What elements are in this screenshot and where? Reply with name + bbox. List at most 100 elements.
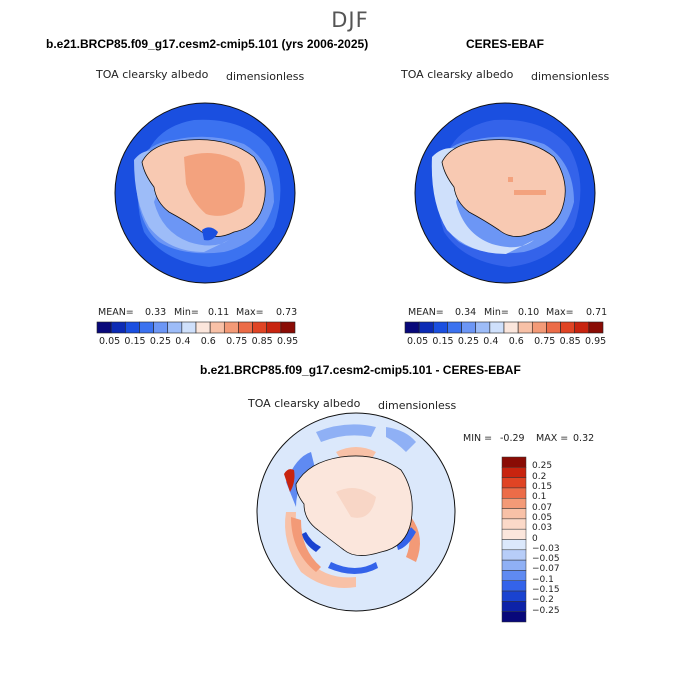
panel-1-colorbar	[96, 321, 296, 334]
diff-colorbar-segment	[501, 601, 527, 612]
panel-2-min-value: 0.10	[518, 307, 540, 318]
panel-1-colorbar-segment	[124, 321, 140, 334]
diff-colorbar-label: 0	[532, 533, 538, 544]
panel-2-colorbar-segment	[404, 321, 420, 334]
diff-min-label: MIN =	[463, 433, 493, 444]
panel-1-colorbar-label: 0.75	[226, 336, 248, 347]
panel-1-colorbar-segment	[195, 321, 211, 334]
diff-colorbar-label: −0.15	[532, 585, 560, 596]
diff-colorbar-label: 0.2	[532, 471, 547, 482]
season-title: DJF	[331, 8, 369, 32]
diff-colorbar-label: −0.03	[532, 543, 560, 554]
diff-colorbar-segment	[501, 456, 527, 468]
panel-1-colorbar-segment	[96, 321, 112, 334]
panel-1-polar-map	[114, 102, 296, 284]
panel-1-colorbar-label: 0.85	[251, 336, 273, 347]
diff-colorbar-label: 0.1	[532, 492, 547, 503]
diff-min-value: -0.29	[500, 433, 525, 444]
panel-1-colorbar-segment	[153, 321, 169, 334]
diff-panel-title: b.e21.BRCP85.f09_g17.cesm2-cmip5.101 - C…	[200, 363, 521, 377]
diff-colorbar-segment	[501, 590, 527, 602]
panel-1-max-label: Max=	[236, 307, 264, 318]
panel-1-variable-label: TOA clearsky albedo	[96, 68, 209, 81]
panel-1-colorbar-segment	[266, 321, 282, 334]
panel-1-min-label: Min=	[174, 307, 199, 318]
panel-2-colorbar-label: 0.4	[483, 336, 499, 347]
panel-2-variable-label: TOA clearsky albedo	[401, 68, 514, 81]
panel-2-units-label: dimensionless	[531, 70, 610, 83]
panel-1-colorbar-label: 0.95	[277, 336, 299, 347]
panel-2-polar-map	[414, 102, 596, 284]
panel-2-max-value: 0.71	[586, 307, 608, 318]
panel-1-colorbar-label: 0.25	[149, 336, 171, 347]
panel-2-colorbar-label: 0.05	[407, 336, 429, 347]
panel-1-colorbar-segment	[223, 321, 239, 334]
panel-2-colorbar-label: 0.95	[585, 336, 607, 347]
diff-variable-label: TOA clearsky albedo	[248, 397, 361, 410]
panel-1-colorbar-label: 0.4	[175, 336, 191, 347]
panel-1-colorbar-segment	[209, 321, 225, 334]
panel-2-colorbar-segment	[432, 321, 448, 334]
panel-2-colorbar-segment	[574, 321, 590, 334]
panel-2-max-label: Max=	[546, 307, 574, 318]
diff-colorbar-segment	[501, 477, 527, 489]
panel-2-colorbar-segment	[475, 321, 491, 334]
panel-2-colorbar-segment	[447, 321, 462, 334]
panel-2-mean-label: MEAN=	[408, 307, 444, 318]
diff-colorbar-segment	[501, 539, 527, 551]
diff-colorbar-segment	[501, 498, 527, 509]
panel-2-colorbar-segment	[503, 321, 519, 334]
diff-colorbar-label: −0.25	[532, 605, 560, 616]
panel-1-colorbar-segment	[252, 321, 268, 334]
diff-colorbar-label: 0.15	[532, 481, 553, 492]
panel-1-mean-value: 0.33	[145, 307, 167, 318]
panel-2-colorbar-segment	[418, 321, 434, 334]
panel-1-colorbar-segment	[139, 321, 154, 334]
diff-colorbar	[501, 456, 527, 623]
panel-2-min-label: Min=	[484, 307, 509, 318]
diff-colorbar-segment	[501, 570, 527, 581]
diff-polar-map	[256, 412, 456, 612]
diff-colorbar-segment	[501, 528, 527, 540]
diff-colorbar-segment	[501, 559, 527, 571]
panel-1-min-value: 0.11	[208, 307, 230, 318]
diff-colorbar-label: −0.2	[532, 595, 554, 606]
diff-max-value: 0.32	[573, 433, 595, 444]
diff-colorbar-label: −0.07	[532, 564, 560, 575]
panel-2-colorbar-segment	[531, 321, 547, 334]
panel-2-colorbar-segment	[461, 321, 477, 334]
panel-1-colorbar-label: 0.15	[124, 336, 146, 347]
diff-colorbar-segment	[501, 508, 527, 520]
diff-colorbar-segment	[501, 549, 527, 561]
panel-1-max-value: 0.73	[276, 307, 298, 318]
panel-1-colorbar-segment	[280, 321, 296, 334]
diff-max-label: MAX =	[536, 433, 569, 444]
panel-2-colorbar	[404, 321, 604, 334]
diff-colorbar-label: 0.05	[532, 512, 553, 523]
panel-1-colorbar-segment	[110, 321, 126, 334]
panel-1-colorbar-segment	[238, 321, 253, 334]
diff-units-label: dimensionless	[378, 399, 457, 412]
diff-colorbar-segment	[501, 580, 527, 592]
panel-1-colorbar-segment	[167, 321, 183, 334]
panel-2-colorbar-segment	[489, 321, 505, 334]
panel-2-colorbar-segment	[560, 321, 576, 334]
diff-colorbar-segment	[501, 467, 527, 478]
panel-1-colorbar-label: 0.6	[200, 336, 216, 347]
panel-2-colorbar-label: 0.15	[432, 336, 454, 347]
panel-1-units-label: dimensionless	[226, 70, 305, 83]
diff-colorbar-segment	[501, 518, 527, 530]
panel-2-colorbar-label: 0.75	[534, 336, 556, 347]
panel-1-colorbar-segment	[181, 321, 197, 334]
panel-2-colorbar-segment	[517, 321, 533, 334]
panel-2-mean-value: 0.34	[455, 307, 477, 318]
diff-colorbar-label: 0.07	[532, 502, 553, 513]
diff-colorbar-label: −0.1	[532, 574, 554, 585]
panel-2-colorbar-label: 0.6	[508, 336, 524, 347]
panel-2-title: CERES-EBAF	[466, 37, 545, 51]
diff-colorbar-label: 0.25	[532, 461, 553, 472]
panel-1-title: b.e21.BRCP85.f09_g17.cesm2-cmip5.101 (yr…	[46, 37, 369, 51]
panel-2-colorbar-label: 0.85	[559, 336, 581, 347]
diff-colorbar-label: 0.03	[532, 523, 553, 534]
panel-2-colorbar-label: 0.25	[457, 336, 479, 347]
